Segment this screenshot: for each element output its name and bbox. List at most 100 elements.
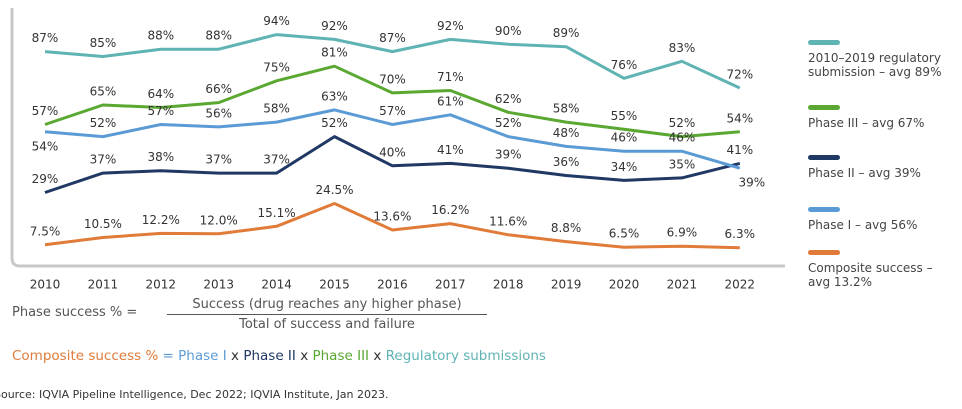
data-label: 24.5% [315, 183, 353, 197]
legend-item: Phase II – avg 39% [808, 155, 958, 180]
data-label: 76% [611, 58, 638, 72]
data-label: 12.2% [142, 213, 180, 227]
x-tick-label: 2015 [319, 278, 350, 292]
legend-swatch [808, 250, 840, 255]
data-label: 6.3% [725, 227, 756, 241]
legend-item: 2010–2019 regulatory submission – avg 89… [808, 40, 958, 79]
series-line [44, 202, 740, 250]
numerator: Success (drug reaches any higher phase) [167, 297, 487, 315]
data-label: 41% [437, 143, 464, 157]
data-label: 54% [32, 139, 59, 153]
data-label: 39% [495, 148, 522, 162]
data-label: 40% [379, 145, 406, 159]
legend-label: Phase I – avg 56% [808, 218, 918, 232]
data-label: 39% [738, 176, 765, 190]
legend-label: 2010–2019 regulatory submission – avg 89… [808, 51, 942, 79]
denominator: Total of success and failure [239, 317, 415, 332]
series-line [44, 33, 741, 90]
data-label: 57% [379, 104, 406, 118]
x-tick-label: 2017 [435, 278, 466, 292]
formula-part: Composite success % [12, 348, 159, 364]
data-label: 16.2% [431, 203, 469, 217]
data-label: 6.5% [609, 227, 640, 241]
data-label: 11.6% [489, 214, 527, 228]
data-label: 57% [147, 104, 174, 118]
formula-part: x [369, 348, 386, 364]
series-line [44, 108, 741, 170]
data-label: 66% [205, 82, 232, 96]
x-tick-label: 2022 [725, 278, 756, 292]
legend-item: Phase III – avg 67% [808, 105, 958, 130]
data-label: 87% [379, 31, 406, 45]
data-label: 52% [495, 116, 522, 130]
data-label: 36% [553, 155, 580, 169]
data-label: 37% [263, 153, 290, 167]
data-label: 88% [205, 29, 232, 43]
legend-label: Composite success – avg 13.2% [808, 261, 933, 289]
data-label: 48% [553, 126, 580, 140]
formula-lhs: Phase success % = [12, 305, 138, 320]
data-label: 37% [90, 153, 117, 167]
data-label: 37% [205, 153, 232, 167]
data-label: 56% [205, 106, 232, 120]
data-label: 46% [669, 131, 696, 145]
data-label: 58% [553, 102, 580, 116]
data-label: 88% [147, 29, 174, 43]
x-tick-label: 2019 [551, 278, 582, 292]
data-label: 92% [321, 19, 348, 33]
legend-swatch [808, 155, 840, 160]
legend-swatch [808, 40, 840, 45]
data-label: 54% [726, 111, 753, 125]
data-label: 52% [90, 116, 117, 130]
data-label: 70% [379, 72, 406, 86]
data-label: 7.5% [30, 224, 61, 238]
legend-swatch [808, 105, 840, 110]
data-label: 71% [437, 70, 464, 84]
data-label: 15.1% [258, 206, 296, 220]
x-tick-label: 2013 [203, 278, 234, 292]
legend-item: Composite success – avg 13.2% [808, 250, 958, 289]
legend-label: Phase II – avg 39% [808, 166, 921, 180]
data-label: 90% [495, 24, 522, 38]
data-label: 61% [437, 94, 464, 108]
x-tick-label: 2021 [667, 278, 698, 292]
data-label: 38% [147, 150, 174, 164]
data-label: 10.5% [84, 217, 122, 231]
composite-formula: Composite success % = Phase I x Phase II… [12, 348, 546, 364]
data-label: 34% [611, 160, 638, 174]
formula-part: = Phase I [158, 348, 227, 364]
data-label: 55% [611, 109, 638, 123]
formula-part: Phase II [243, 348, 296, 364]
x-tick-label: 2020 [609, 278, 640, 292]
fraction: Success (drug reaches any higher phase) … [167, 297, 487, 332]
data-label: 81% [321, 46, 348, 60]
data-label: 94% [263, 14, 290, 28]
legend-label: Phase III – avg 67% [808, 116, 925, 130]
data-label: 8.8% [551, 221, 582, 235]
formula-part: Phase III [312, 348, 370, 364]
data-label: 52% [669, 116, 696, 130]
data-label: 64% [147, 87, 174, 101]
series-line [44, 64, 740, 139]
axis-frame [10, 8, 785, 268]
legend-item: Phase I – avg 56% [808, 207, 958, 232]
formula-part: x [226, 348, 244, 364]
data-label: 65% [90, 85, 117, 99]
data-label: 87% [32, 31, 59, 45]
formula: Phase success % = Success (drug reaches … [12, 297, 487, 332]
formula-part: Regulatory submissions [385, 348, 546, 364]
data-label: 12.0% [200, 213, 238, 227]
data-label: 52% [321, 116, 348, 130]
data-label: 58% [263, 102, 290, 116]
formula-part: x [295, 348, 313, 364]
source: Source: IQVIA Pipeline Intelligence, Dec… [0, 388, 389, 401]
data-label: 83% [669, 41, 696, 55]
x-tick-label: 2016 [377, 278, 408, 292]
x-tick-label: 2012 [146, 278, 177, 292]
data-label: 75% [263, 60, 290, 74]
data-label: 41% [726, 143, 753, 157]
data-label: 13.6% [373, 209, 411, 223]
x-tick-label: 2011 [88, 278, 119, 292]
x-tick-label: 2014 [261, 278, 292, 292]
